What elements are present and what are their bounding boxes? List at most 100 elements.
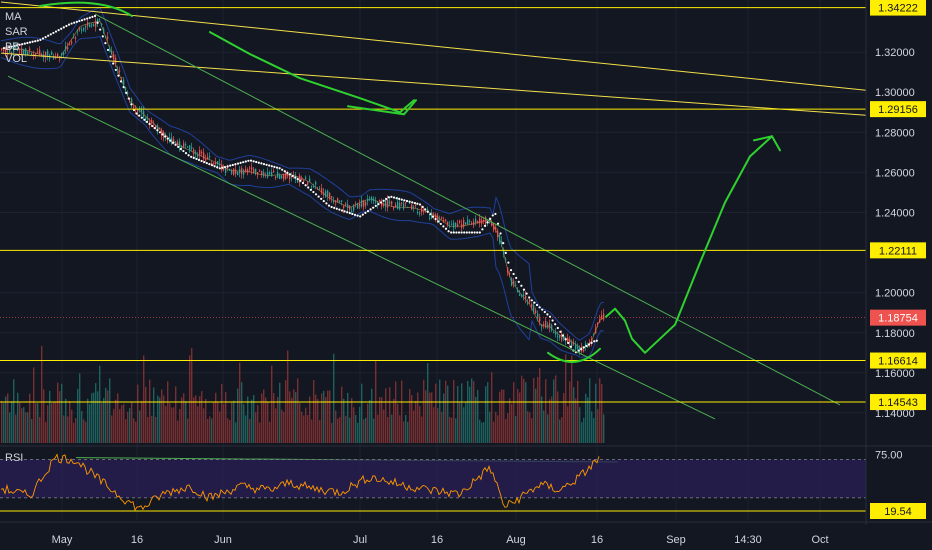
candle-body — [173, 139, 175, 145]
volume-bar — [3, 403, 5, 443]
sar-dot — [210, 164, 214, 167]
sar-dot — [78, 19, 81, 23]
sar-dot — [382, 199, 385, 202]
sar-dot — [463, 231, 466, 234]
sar-dot — [593, 340, 596, 343]
candle-body — [371, 197, 373, 201]
sar-dot — [556, 326, 559, 330]
candle-body — [471, 222, 473, 225]
axes: 1.32000 1.30000 1.28000 1.26000 1.24000 1.200… — [52, 0, 915, 546]
candle-body — [461, 224, 463, 228]
volume-bar — [125, 419, 127, 443]
volume-bar — [269, 421, 271, 443]
volume-bar — [117, 393, 119, 443]
candle-body — [331, 196, 333, 198]
volume-bar — [247, 396, 249, 443]
candle-body — [283, 174, 285, 180]
indicator-sar[interactable]: SAR — [5, 26, 28, 38]
volume-bar — [343, 398, 345, 443]
volume-bar — [481, 422, 483, 443]
candle-body — [133, 107, 135, 109]
volume-bar — [115, 399, 117, 443]
candle-body — [233, 168, 235, 175]
sar-dot — [548, 315, 552, 318]
sar-dot — [434, 217, 437, 221]
volume-bar — [599, 378, 601, 443]
volume-bar — [507, 413, 509, 443]
sar-dot — [515, 276, 518, 280]
sar-dot — [192, 156, 195, 159]
indicator-bb[interactable]: BB — [5, 41, 20, 53]
candle-body — [585, 343, 587, 347]
sar-dot — [535, 303, 539, 307]
bb-upper-band — [0, 6, 605, 341]
volume-bar — [519, 392, 521, 443]
candle-body — [467, 219, 469, 225]
sar-dot — [340, 209, 344, 212]
candle-body — [15, 47, 17, 49]
volume-bar — [77, 388, 79, 443]
indicator-ma[interactable]: MA — [5, 11, 22, 23]
sar-dot — [239, 161, 242, 164]
sar-dot — [327, 204, 331, 207]
sar-dot — [47, 34, 50, 37]
candle-body — [567, 337, 569, 343]
volume-bar — [411, 395, 413, 443]
candle-body — [29, 48, 31, 51]
time-tick-label: 16 — [131, 534, 143, 546]
indicator-vol[interactable]: VOL — [5, 53, 27, 65]
candle-body — [545, 320, 547, 328]
candle-body — [455, 223, 457, 227]
candle-body — [421, 207, 423, 213]
candle-body — [297, 179, 299, 183]
volume-bar — [383, 409, 385, 443]
rsi-level-label: 19.54 — [884, 506, 912, 518]
candle-body — [557, 336, 559, 338]
sar-dot — [317, 195, 320, 198]
candle-body — [435, 214, 437, 220]
volume-bar — [79, 373, 81, 443]
candle-body — [329, 192, 331, 199]
rsi-label[interactable]: RSI — [5, 452, 23, 464]
candle-body — [241, 168, 243, 175]
candle-body — [237, 172, 239, 175]
candle-body — [493, 223, 495, 230]
price-trendline — [94, 13, 841, 406]
volume-bar — [151, 415, 153, 443]
candle-body — [127, 92, 129, 95]
sar-dot — [270, 165, 273, 168]
sar-dot — [36, 39, 39, 42]
candle-body — [539, 318, 541, 322]
candle-body — [391, 201, 393, 205]
candle-body — [187, 146, 189, 148]
candle-body — [403, 203, 405, 209]
candle-body — [451, 223, 453, 225]
volume-bar — [99, 365, 101, 443]
volume-bar — [245, 415, 247, 443]
sar-dot — [288, 173, 292, 176]
volume-bar — [557, 391, 559, 443]
candle-body — [291, 176, 293, 178]
sar-dot — [88, 16, 91, 19]
candle-body — [87, 22, 89, 26]
volume-bar — [439, 379, 441, 443]
sar-dot — [281, 168, 284, 171]
candle-body — [69, 44, 71, 46]
sar-dot — [439, 222, 442, 226]
sar-dot — [502, 242, 505, 245]
volume-bar — [233, 400, 235, 443]
down-arrowhead — [347, 99, 417, 116]
sar-dot — [18, 43, 21, 46]
candle-body — [475, 218, 477, 223]
time-tick-label: Jun — [214, 534, 232, 546]
volume-bar — [123, 404, 125, 443]
volume-bar — [355, 414, 357, 443]
candle-body — [397, 201, 399, 209]
candle-body — [375, 200, 377, 203]
candle-body — [31, 53, 33, 55]
candle-body — [169, 137, 171, 141]
volume-bar — [531, 418, 533, 443]
volume-bar — [61, 383, 63, 443]
volume-bar — [511, 404, 513, 443]
time-tick-label: 16 — [591, 534, 603, 546]
